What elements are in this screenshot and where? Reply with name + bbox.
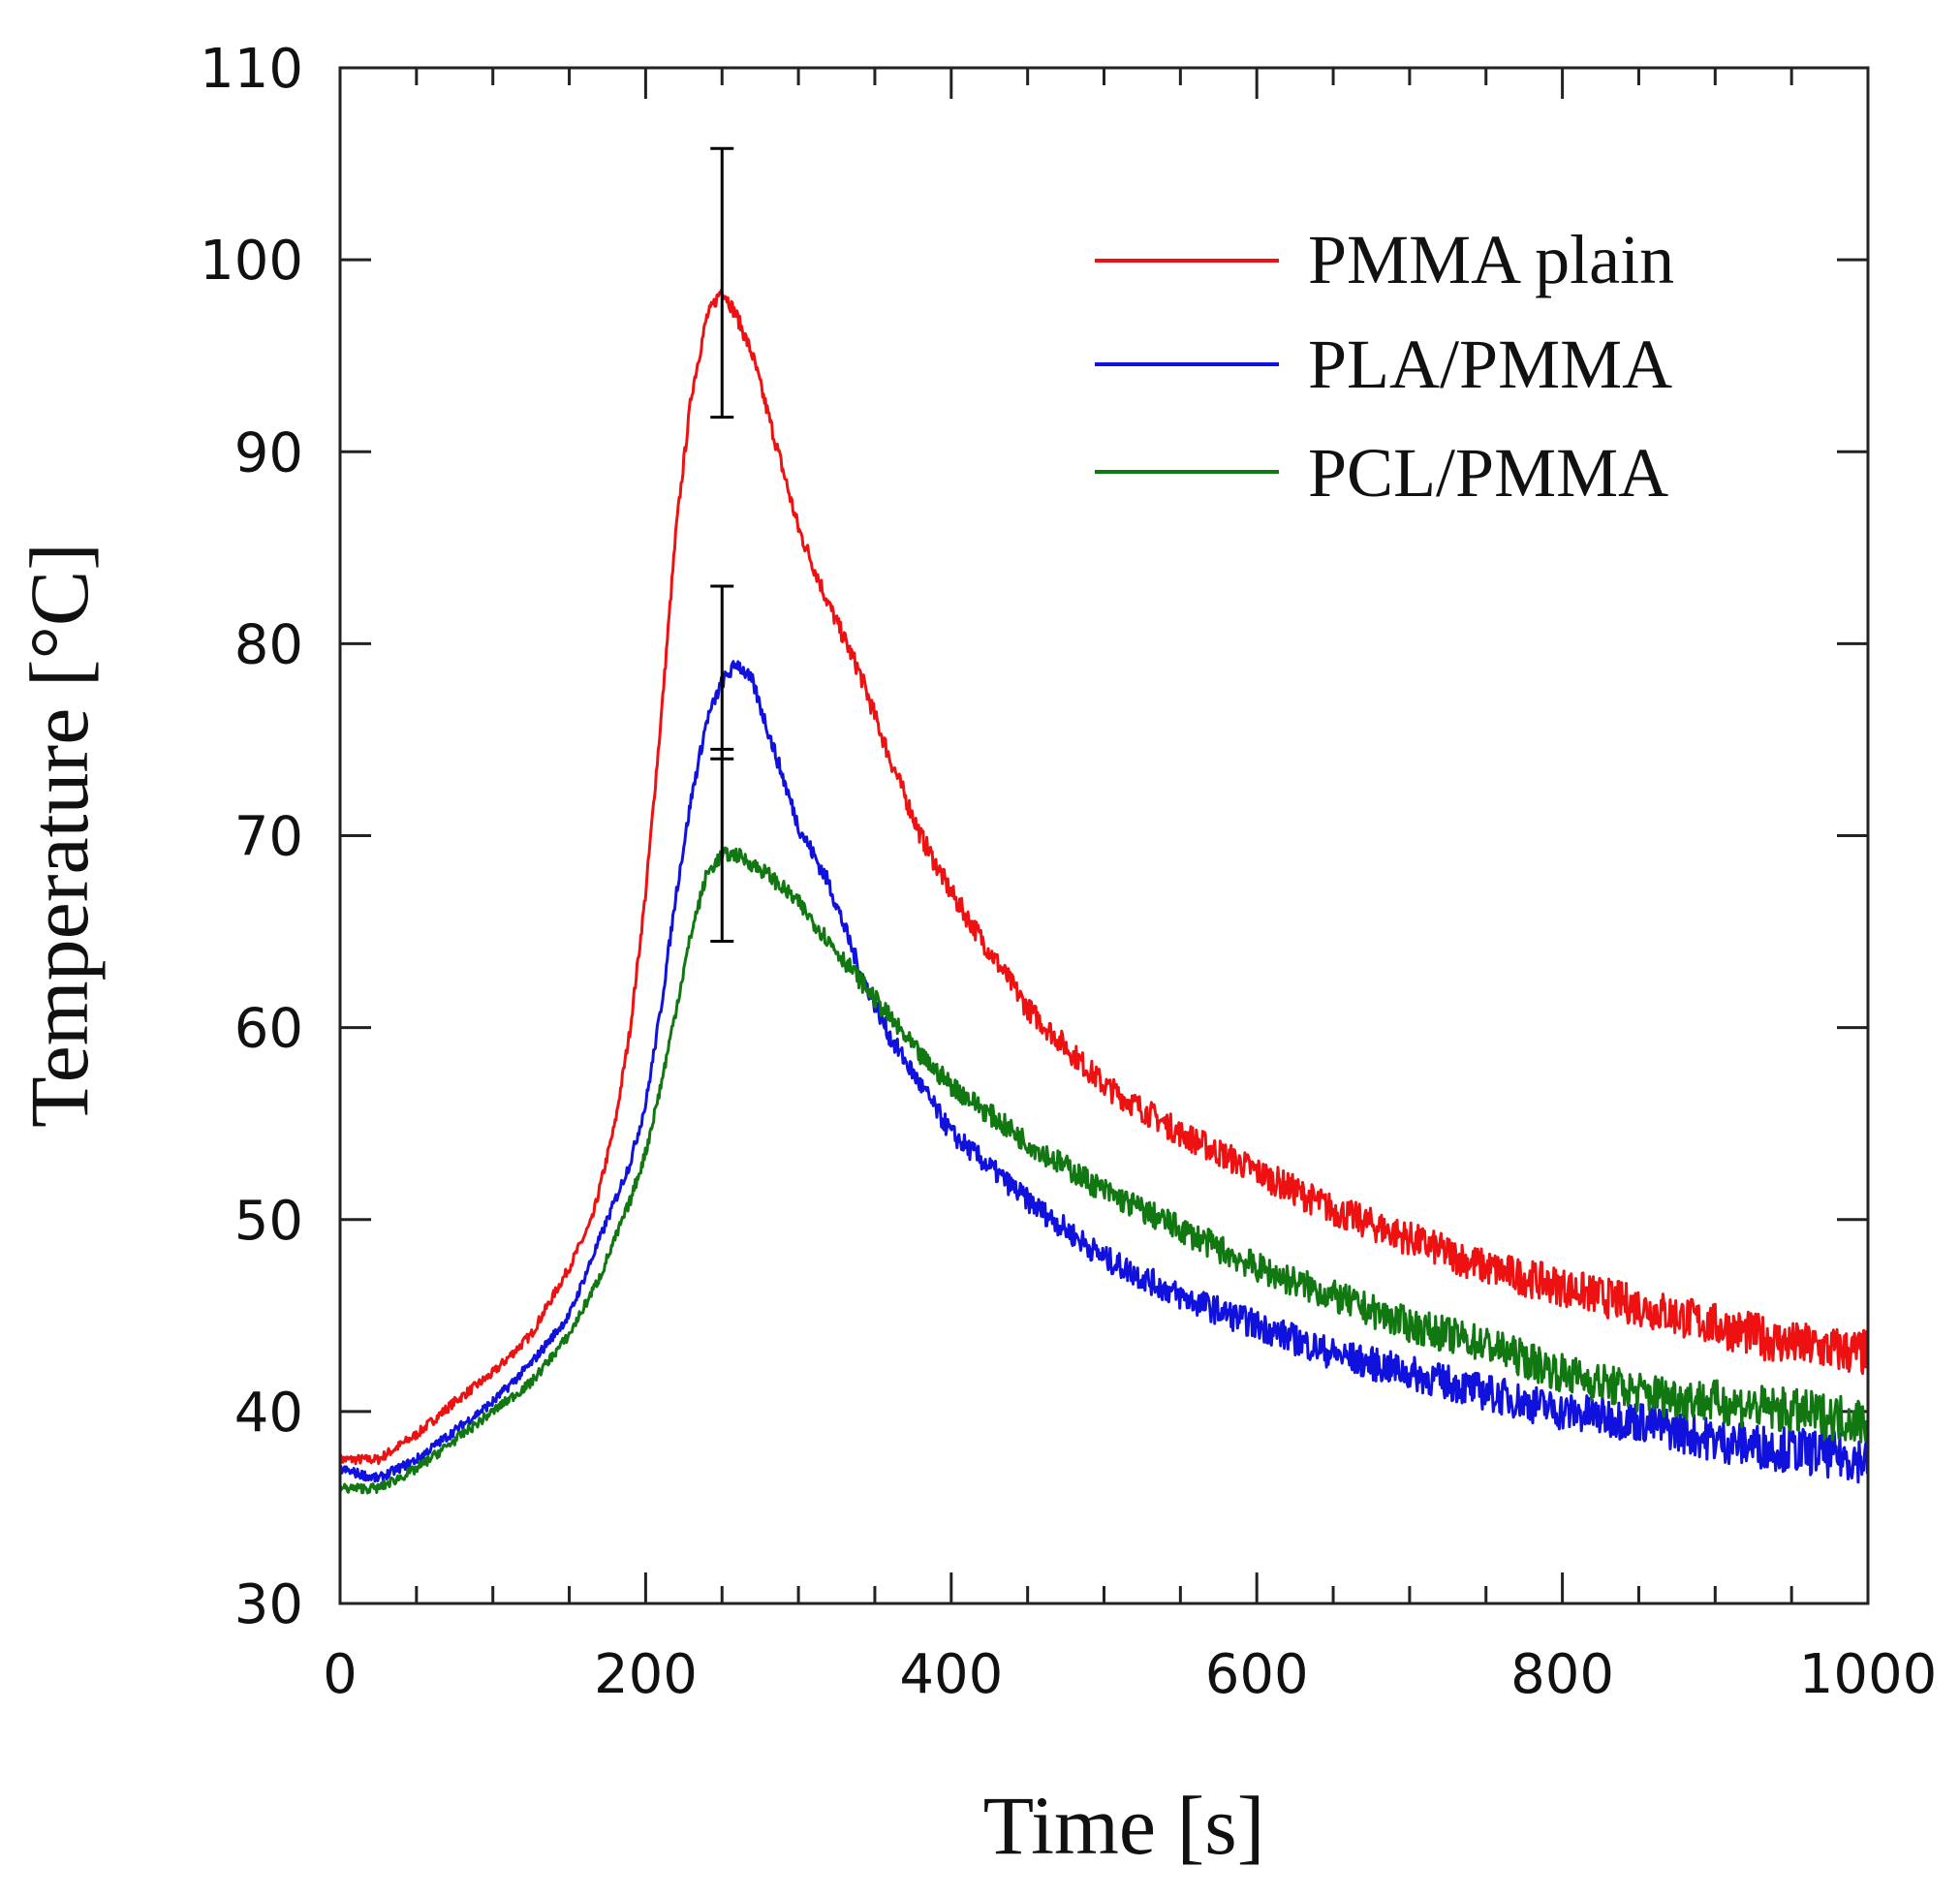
legend-label-pcl-pmma: PCL/PMMA	[1308, 434, 1668, 512]
plot-frame	[338, 66, 1870, 1605]
legend-label-pla-pmma: PLA/PMMA	[1308, 326, 1672, 403]
y-tick-label: 90	[234, 421, 303, 484]
y-tick-label: 110	[200, 38, 303, 101]
error-bars	[710, 146, 734, 943]
series-line-pmma-plain	[338, 288, 1869, 1466]
legend: PMMA plain PLA/PMMA PCL/PMMA	[1095, 221, 1674, 512]
tick-labels: 0 200 400 600 800 1000 30 40 50 60 70 80 90 100 110	[200, 38, 1937, 1706]
y-tick-label: 50	[234, 1190, 303, 1253]
x-tick-label: 400	[899, 1643, 1003, 1706]
y-tick-label: 100	[200, 230, 303, 293]
y-tick-label: 80	[234, 613, 303, 676]
x-tick-label: 0	[323, 1643, 358, 1706]
x-tick-label: 600	[1205, 1643, 1309, 1706]
x-tick-label: 200	[594, 1643, 698, 1706]
series-lines	[338, 288, 1869, 1495]
legend-label-pmma-plain: PMMA plain	[1308, 221, 1674, 298]
y-tick-label: 60	[234, 998, 303, 1061]
y-tick-label: 40	[234, 1382, 303, 1445]
y-axis-title: Temperature [°C]	[13, 543, 106, 1128]
y-tick-label: 70	[234, 806, 303, 869]
x-tick-label: 1000	[1799, 1643, 1938, 1706]
y-tick-label: 30	[234, 1573, 303, 1636]
series-line-pcl-pmma	[338, 846, 1869, 1495]
x-axis-title: Time [s]	[983, 1779, 1265, 1872]
series-line-pla-pmma	[338, 660, 1869, 1484]
x-tick-label: 800	[1510, 1643, 1614, 1706]
